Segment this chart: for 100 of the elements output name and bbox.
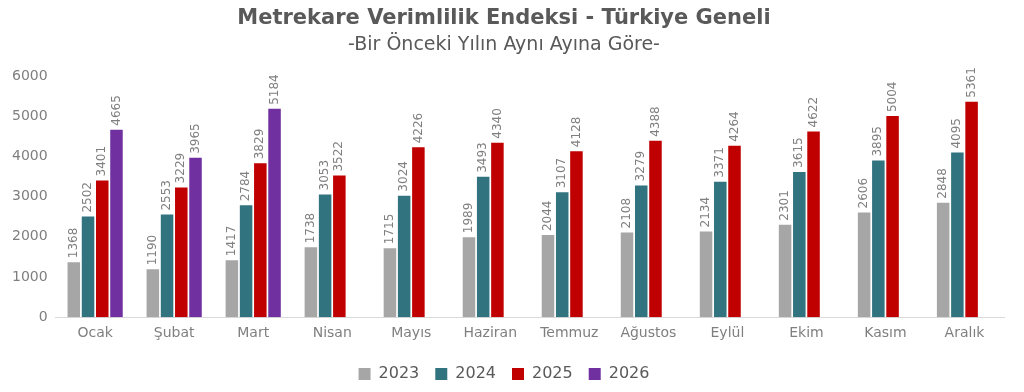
data-label: 3229 xyxy=(173,152,188,184)
bar xyxy=(110,129,123,318)
chart-subtitle: -Bir Önceki Yılın Aynı Ayına Göre- xyxy=(348,31,660,54)
bar xyxy=(254,163,267,318)
data-label: 5361 xyxy=(963,67,978,98)
data-label: 2848 xyxy=(935,168,950,199)
bar xyxy=(965,101,978,318)
data-label: 3053 xyxy=(317,159,332,191)
data-label: 1989 xyxy=(461,202,476,234)
data-label: 3829 xyxy=(252,128,267,160)
bar xyxy=(239,205,253,318)
bar xyxy=(304,247,318,318)
data-label: 2606 xyxy=(856,177,871,209)
legend-label: 2026 xyxy=(608,363,650,383)
bar xyxy=(318,194,332,318)
x-tick-label: Aralık xyxy=(944,324,986,341)
data-label: 4622 xyxy=(805,96,820,128)
data-label: 1417 xyxy=(223,225,238,257)
x-tick-label: Ağustos xyxy=(620,324,677,341)
bar xyxy=(175,187,188,318)
bar xyxy=(699,231,713,318)
bar xyxy=(570,151,583,318)
bar xyxy=(620,232,634,318)
data-label: 1715 xyxy=(382,213,397,245)
data-label: 3401 xyxy=(94,145,109,177)
data-label: 4264 xyxy=(726,111,741,142)
bar xyxy=(189,157,202,318)
bar xyxy=(649,140,662,318)
bar xyxy=(778,224,792,318)
bar xyxy=(383,248,397,318)
chart-title: Metrekare Verimlilik Endeksi - Türkiye Geneli xyxy=(237,5,771,30)
data-label: 4128 xyxy=(568,116,583,148)
data-label: 2134 xyxy=(698,196,713,228)
y-tick-label: 1000 xyxy=(11,267,48,284)
data-label: 3615 xyxy=(791,137,806,168)
bar xyxy=(397,195,411,318)
data-label: 2784 xyxy=(238,170,253,202)
data-label: 2553 xyxy=(159,180,174,211)
data-label: 2301 xyxy=(777,190,792,221)
data-label: 3371 xyxy=(712,147,727,178)
bar xyxy=(951,152,964,318)
y-tick-label: 6000 xyxy=(11,66,48,83)
x-tick-label: Ekim xyxy=(789,324,824,341)
x-tick-label: Nisan xyxy=(312,324,352,341)
y-tick-label: 0 xyxy=(38,307,48,324)
bar xyxy=(67,262,81,318)
data-label: 1368 xyxy=(65,227,80,259)
bar xyxy=(886,116,899,318)
y-tick-label: 5000 xyxy=(11,106,48,123)
y-tick-label: 4000 xyxy=(11,147,48,164)
data-label: 4388 xyxy=(647,106,662,137)
bar xyxy=(333,175,346,318)
data-label: 3522 xyxy=(331,141,346,172)
bar xyxy=(96,180,109,318)
legend-label: 2023 xyxy=(378,363,420,383)
x-tick-label: Kasım xyxy=(864,324,907,341)
y-tick-label: 2000 xyxy=(11,227,48,244)
x-tick-label: Haziran xyxy=(463,324,518,341)
y-tick-label: 3000 xyxy=(11,187,48,204)
bar xyxy=(634,185,648,318)
bar xyxy=(555,192,569,318)
legend-label: 2024 xyxy=(455,363,496,383)
data-label: 3024 xyxy=(396,161,411,192)
bar xyxy=(81,216,95,318)
x-tick-label: Ocak xyxy=(77,324,114,341)
bar xyxy=(936,202,950,318)
bar xyxy=(807,131,820,318)
data-label: 2044 xyxy=(540,200,555,232)
data-label: 5004 xyxy=(884,81,899,113)
bar xyxy=(412,147,425,318)
bar xyxy=(146,269,160,318)
bar xyxy=(268,108,281,318)
data-label: 1190 xyxy=(144,234,159,266)
x-tick-label: Eylül xyxy=(710,324,745,341)
data-label: 4340 xyxy=(489,108,504,139)
bar xyxy=(541,235,555,318)
bar xyxy=(476,176,490,318)
bar xyxy=(160,214,174,318)
bar xyxy=(872,160,885,318)
data-label: 1738 xyxy=(303,212,318,244)
x-tick-label: Şubat xyxy=(153,324,196,341)
legend-label: 2025 xyxy=(532,363,573,383)
x-tick-label: Mayıs xyxy=(391,324,432,341)
data-label: 5184 xyxy=(266,74,281,105)
data-label: 3279 xyxy=(633,150,648,182)
data-label: 3107 xyxy=(554,157,569,189)
bar xyxy=(491,142,504,318)
bar xyxy=(462,237,476,318)
data-label: 2108 xyxy=(619,197,634,229)
bar xyxy=(728,145,741,318)
data-label: 4226 xyxy=(410,112,425,144)
bar xyxy=(714,181,727,318)
bar xyxy=(793,171,806,318)
data-label: 3493 xyxy=(475,142,490,173)
bar xyxy=(225,260,239,318)
data-label: 3895 xyxy=(870,126,885,157)
x-tick-label: Mart xyxy=(237,324,270,341)
x-tick-label: Temmuz xyxy=(539,324,599,341)
bar xyxy=(857,212,871,318)
data-label: 4665 xyxy=(108,95,123,126)
